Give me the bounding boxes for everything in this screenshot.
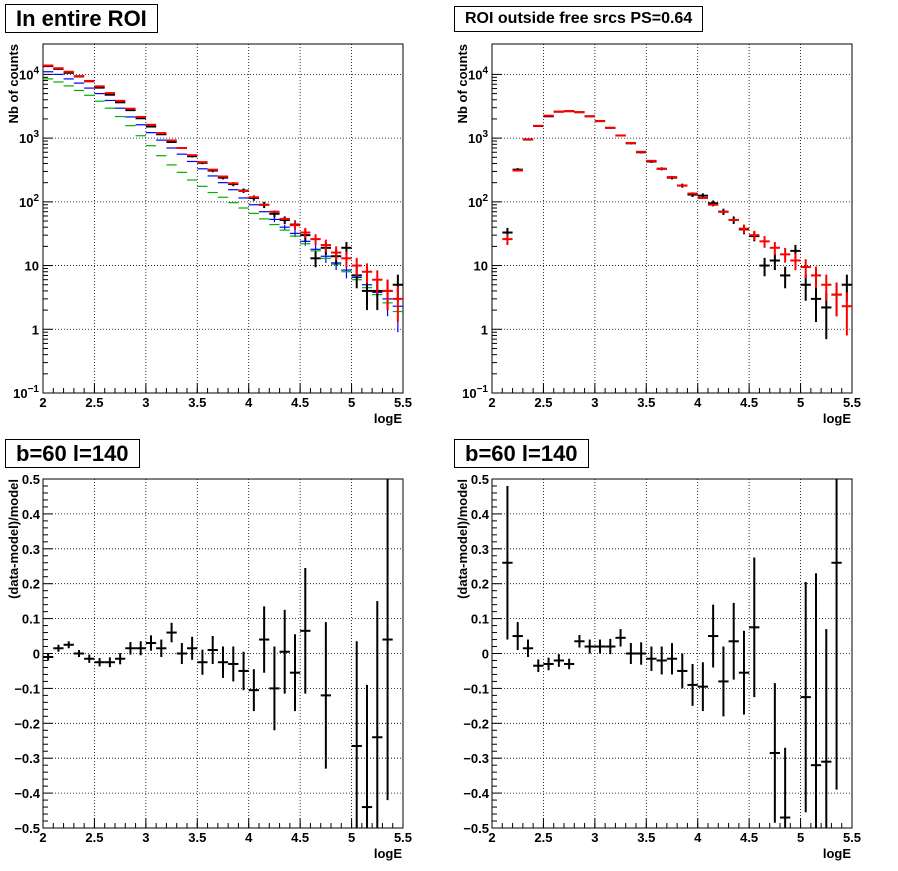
- x-tick-label: 4.5: [740, 830, 758, 845]
- y-tick-label: 1: [32, 322, 39, 337]
- chart-title: b=60 l=140: [454, 439, 589, 468]
- x-tick-label: 5: [797, 830, 804, 845]
- y-tick-label: 0.1: [471, 612, 489, 627]
- y-tick-label: 10: [474, 259, 488, 274]
- x-tick-label: 3.5: [188, 395, 206, 410]
- chart-in-entire-roi: 2 2.5 3 3.5 4 4.5 5 5.5 10−1 1 10 102 103 104 logE Nb o…: [6, 43, 412, 426]
- y-tick-label: 0: [33, 647, 40, 662]
- y-tick-label: 0.5: [471, 472, 489, 487]
- x-tick-label: 2: [488, 830, 495, 845]
- y-axis-label: Nb of counts: [6, 44, 21, 123]
- x-tick-label: 2: [39, 395, 46, 410]
- y-tick-label: 0.4: [471, 507, 490, 522]
- plot-frame: [491, 43, 853, 394]
- y-tick-label: −0.2: [463, 716, 489, 731]
- y-tick-label: −0.4: [14, 786, 40, 801]
- y-tick-label: 10: [25, 259, 39, 274]
- x-tick-label: 3: [142, 830, 149, 845]
- panel-residual-entire: 2 2.5 3 3.5 4 4.5 5 5.5 −0.5 −0.4 −0.3 −0.2 −0.1 0 0.1…: [0, 435, 449, 870]
- y-tick-label: 0: [482, 647, 489, 662]
- x-tick-label: 2: [488, 395, 495, 410]
- chart-title: ROI outside free srcs PS=0.64: [454, 6, 704, 32]
- y-tick-label: 103: [19, 129, 39, 146]
- x-tick-label: 5: [348, 830, 355, 845]
- y-axis-label: (data-model)/model: [455, 479, 470, 599]
- x-tick-label: 5: [797, 395, 804, 410]
- y-tick-label: −0.3: [463, 751, 489, 766]
- x-tick-label: 4: [694, 395, 702, 410]
- panel-in-entire-roi: 2 2.5 3 3.5 4 4.5 5 5.5 10−1 1 10 102 103 104 logE Nb o…: [0, 0, 449, 435]
- y-tick-label: −0.5: [463, 821, 489, 836]
- y-tick-label: 0.2: [22, 577, 40, 592]
- series-0: [43, 479, 393, 828]
- x-tick-label: 3.5: [637, 395, 655, 410]
- series-0: [502, 479, 842, 828]
- x-tick-label: 4.5: [291, 830, 309, 845]
- panel-residual-outside: 2 2.5 3 3.5 4 4.5 5 5.5 −0.5 −0.4 −0.3 −0.2 −0.1 0 0.1…: [449, 435, 898, 870]
- y-tick-label: 102: [468, 193, 488, 210]
- x-tick-label: 5.5: [843, 395, 861, 410]
- x-tick-label: 3.5: [188, 830, 206, 845]
- chart-residual-entire: 2 2.5 3 3.5 4 4.5 5 5.5 −0.5 −0.4 −0.3 −0.2 −0.1 0 0.1…: [6, 472, 412, 861]
- x-tick-label: 5.5: [394, 830, 412, 845]
- y-tick-label: 0.1: [22, 612, 40, 627]
- y-tick-label: −0.2: [14, 716, 40, 731]
- y-axis-label: Nb of counts: [455, 44, 470, 123]
- panel-roi-outside-free-srcs: 2 2.5 3 3.5 4 4.5 5 5.5 10−1 1 10 102 103 104 logE Nb o…: [449, 0, 898, 435]
- x-axis-label: logE: [374, 411, 402, 426]
- x-tick-label: 3: [142, 395, 149, 410]
- x-tick-label: 4: [245, 830, 253, 845]
- x-tick-label: 3.5: [637, 830, 655, 845]
- plot-frame: [42, 43, 404, 394]
- y-tick-label: 0.2: [471, 577, 489, 592]
- y-tick-label: 0.3: [22, 542, 40, 557]
- x-tick-label: 4: [245, 395, 253, 410]
- x-tick-label: 2: [39, 830, 46, 845]
- y-tick-label: 10−1: [13, 384, 39, 401]
- x-tick-label: 5.5: [394, 395, 412, 410]
- series-3: [43, 64, 403, 323]
- y-tick-label: −0.4: [463, 786, 489, 801]
- y-tick-label: 10−1: [462, 384, 488, 401]
- x-tick-label: 2.5: [534, 830, 552, 845]
- y-tick-label: 1: [481, 322, 488, 337]
- x-tick-label: 5.5: [843, 830, 861, 845]
- y-tick-label: −0.5: [14, 821, 40, 836]
- x-tick-label: 4.5: [291, 395, 309, 410]
- x-tick-label: 2.5: [85, 395, 103, 410]
- y-axis-label: (data-model)/model: [6, 479, 21, 599]
- x-tick-label: 4: [694, 830, 702, 845]
- x-tick-label: 3: [591, 395, 598, 410]
- x-tick-label: 5: [348, 395, 355, 410]
- y-tick-label: −0.1: [14, 681, 40, 696]
- chart-title: In entire ROI: [5, 4, 158, 33]
- chart-residual-outside: 2 2.5 3 3.5 4 4.5 5 5.5 −0.5 −0.4 −0.3 −0.2 −0.1 0 0.1…: [455, 472, 861, 861]
- x-tick-label: 4.5: [740, 395, 758, 410]
- x-axis-label: logE: [374, 846, 402, 861]
- x-tick-label: 2.5: [534, 395, 552, 410]
- x-tick-label: 3: [591, 830, 598, 845]
- series-1: [502, 110, 852, 336]
- y-tick-label: 0.4: [22, 507, 41, 522]
- y-tick-label: −0.1: [463, 681, 489, 696]
- y-tick-label: 102: [19, 193, 39, 210]
- y-tick-label: 103: [468, 129, 488, 146]
- y-tick-label: 0.5: [22, 472, 40, 487]
- chart-title: b=60 l=140: [5, 439, 140, 468]
- y-tick-label: −0.3: [14, 751, 40, 766]
- x-axis-label: logE: [823, 846, 851, 861]
- x-axis-label: logE: [823, 411, 851, 426]
- y-tick-label: 0.3: [471, 542, 489, 557]
- y-tick-label: 104: [468, 65, 488, 82]
- chart-roi-outside-free-srcs: 2 2.5 3 3.5 4 4.5 5 5.5 10−1 1 10 102 103 104 logE Nb o…: [455, 43, 861, 426]
- y-tick-label: 104: [19, 65, 39, 82]
- x-tick-label: 2.5: [85, 830, 103, 845]
